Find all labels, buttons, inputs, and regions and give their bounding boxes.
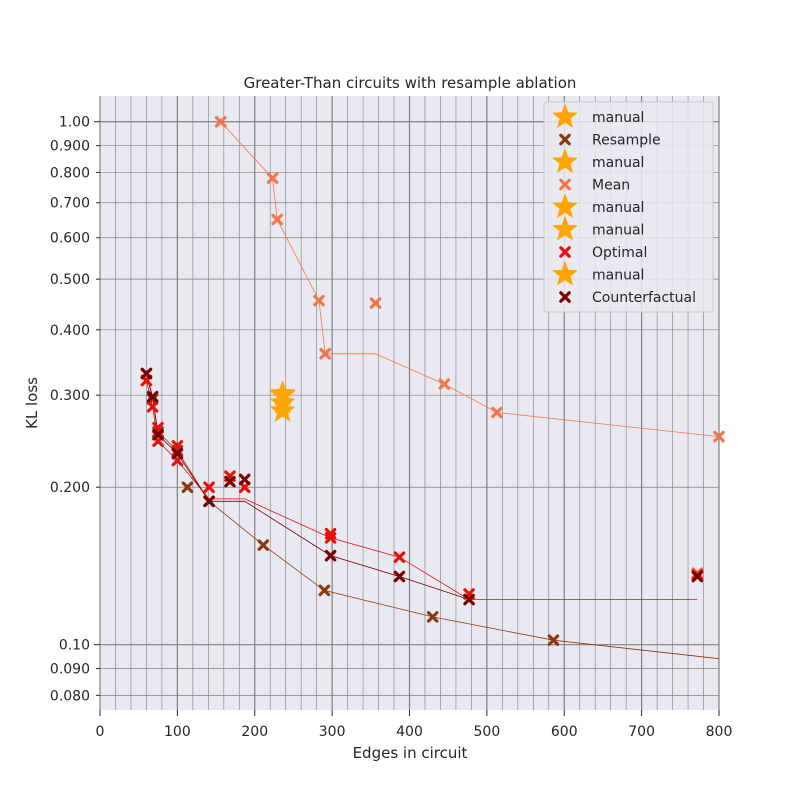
legend-cross-icon	[559, 178, 571, 191]
legend-label: Optimal	[592, 245, 647, 261]
data-points	[140, 115, 725, 646]
y-tick-label: 0.700	[50, 196, 90, 212]
legend-star-icon	[551, 260, 579, 286]
y-tick-label: 0.600	[50, 231, 90, 247]
x-tick-label: 200	[241, 724, 268, 740]
legend: manual Resample manual Mean manual manual Opti…	[543, 101, 714, 313]
legend-cross-icon	[559, 133, 571, 146]
y-tick-label: 0.200	[50, 480, 90, 496]
legend-label: manual	[592, 155, 644, 171]
y-tick-label: 0.800	[50, 165, 90, 181]
point-counterfactual	[238, 473, 251, 486]
point-resample	[426, 611, 439, 623]
point-optimal	[324, 527, 337, 540]
x-tick-label: 800	[706, 724, 733, 740]
point-optimal	[203, 481, 215, 494]
point-counterfactual	[463, 593, 475, 606]
point-optimal	[146, 401, 159, 413]
point-resample	[257, 539, 270, 551]
x-axis-label: Edges in circuit	[353, 744, 468, 762]
point-mean	[313, 294, 325, 307]
y-tick-label: 0.400	[50, 323, 90, 339]
point-counterfactual	[203, 495, 215, 508]
legend-label: manual	[592, 200, 644, 216]
x-tick-label: 0	[96, 724, 105, 740]
x-tick-label: 100	[164, 724, 191, 740]
point-counterfactual	[171, 447, 184, 460]
x-axis-ticks: 0 100 200 300 400 500 600 700 800	[96, 710, 733, 740]
legend-label: manual	[592, 110, 644, 126]
legend-label: manual	[592, 268, 644, 284]
legend-cross-icon	[559, 246, 571, 258]
legend-label: Counterfactual	[592, 290, 696, 306]
x-tick-label: 700	[628, 724, 655, 740]
y-axis-label: KL loss	[23, 377, 41, 429]
point-mean	[438, 378, 451, 390]
point-resample	[181, 481, 194, 494]
legend-cross-icon	[559, 291, 571, 303]
legend-star-icon	[551, 193, 579, 219]
x-tick-label: 300	[319, 724, 346, 740]
y-tick-label: 0.900	[50, 139, 90, 155]
legend-label: manual	[592, 223, 644, 239]
y-axis-ticks: 0.080 0.090 0.10 0.200 0.300 0.400 0.500 0.600 0…	[50, 115, 100, 704]
x-tick-label: 500	[474, 724, 501, 740]
point-counterfactual	[224, 475, 236, 488]
legend-box	[543, 101, 714, 313]
point-counterfactual	[140, 367, 153, 380]
legend-star-icon	[551, 103, 579, 129]
point-counterfactual	[146, 390, 159, 403]
point-counterfactual	[393, 570, 406, 583]
legend-star-icon	[551, 148, 579, 174]
point-mean	[491, 406, 503, 419]
point-mean	[369, 297, 382, 309]
manual-star-marker	[269, 389, 296, 414]
point-counterfactual	[324, 549, 337, 562]
point-resample	[318, 584, 331, 597]
y-tick-label: 0.10	[59, 638, 90, 654]
point-counterfactual	[152, 428, 164, 441]
y-tick-label: 0.500	[50, 272, 90, 288]
y-tick-label: 0.090	[50, 662, 90, 678]
legend-label: Resample	[592, 133, 661, 149]
point-mean	[266, 172, 279, 184]
y-tick-label: 0.300	[50, 388, 90, 404]
manual-star-marker	[269, 397, 296, 422]
point-mean	[214, 115, 227, 128]
point-optimal	[393, 551, 406, 563]
point-counterfactual	[691, 570, 704, 583]
point-resample	[547, 634, 560, 646]
y-tick-label: 1.00	[59, 115, 90, 131]
chart-title: Greater-Than circuits with resample abla…	[244, 74, 577, 92]
point-mean	[271, 213, 283, 226]
x-tick-label: 400	[396, 724, 423, 740]
legend-label: Mean	[592, 178, 630, 194]
manual-star-marker	[269, 379, 296, 405]
point-mean	[713, 430, 725, 443]
x-tick-label: 600	[551, 724, 578, 740]
y-tick-label: 0.080	[50, 688, 90, 704]
legend-star-icon	[551, 215, 579, 241]
point-mean	[319, 347, 331, 360]
